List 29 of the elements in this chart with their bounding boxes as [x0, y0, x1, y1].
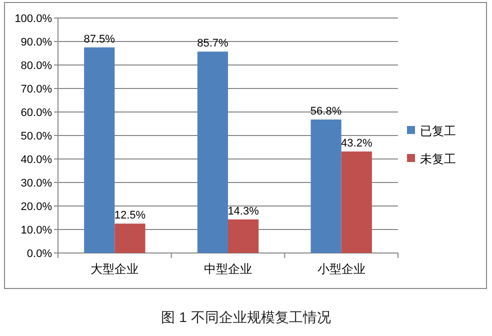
data-label: 14.3%	[228, 205, 260, 218]
bar	[84, 47, 115, 253]
bar	[341, 151, 372, 253]
y-tick-label: 80.0%	[20, 60, 52, 72]
y-tick-label: 30.0%	[20, 178, 52, 190]
data-label: 87.5%	[84, 33, 116, 46]
data-label: 56.8%	[310, 106, 342, 118]
y-tick-label: 50.0%	[20, 130, 52, 142]
y-tick-label: 60.0%	[20, 107, 52, 119]
y-tick-label: 10.0%	[20, 224, 52, 236]
data-label: 12.5%	[114, 210, 146, 222]
y-tick-label: 0.0%	[26, 248, 52, 260]
x-tick-label: 中型企业	[204, 262, 252, 276]
bar	[114, 224, 146, 253]
x-tick-label: 小型企业	[317, 262, 366, 276]
caption: 图 1 不同企业规模复工情况	[161, 309, 331, 325]
data-label: 85.7%	[197, 38, 229, 50]
x-tick-label: 大型企业	[90, 262, 139, 276]
y-tick-label: 70.0%	[20, 84, 52, 96]
y-tick-label: 90.0%	[20, 36, 52, 48]
legend-label: 未复工	[420, 152, 456, 166]
bar	[228, 219, 259, 253]
bar	[197, 52, 228, 253]
data-label: 43.2%	[341, 137, 372, 150]
y-tick-label: 100.0%	[14, 13, 52, 25]
bar	[310, 120, 342, 253]
y-tick-label: 40.0%	[20, 154, 52, 166]
legend-label: 已复工	[420, 124, 456, 138]
y-tick-label: 20.0%	[20, 201, 52, 213]
